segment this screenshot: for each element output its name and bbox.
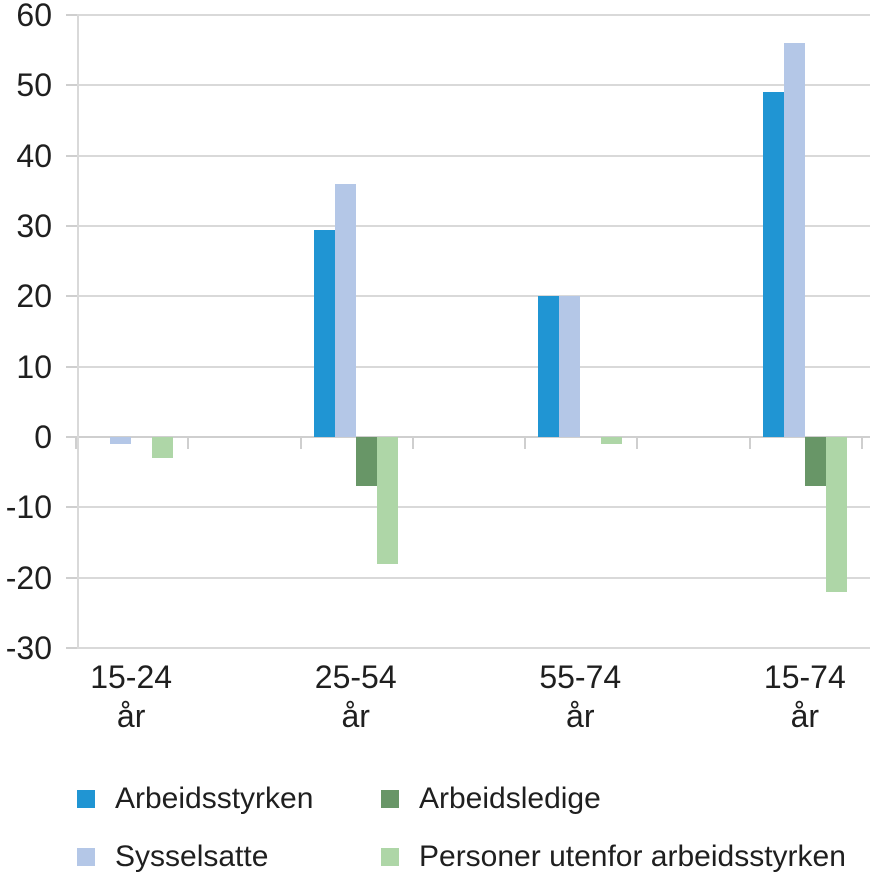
x-axis-tick (187, 437, 190, 449)
gridline (77, 154, 870, 157)
y-axis-tick-label: 0 (34, 419, 52, 455)
y-axis-tick-label: 50 (16, 67, 52, 104)
x-axis-tick (748, 437, 751, 449)
x-axis-labels: 15-24 år 25-54 år 55-74 år 15-74 år (0, 658, 876, 748)
legend: Arbeidsstyrken Arbeidsledige Sysselsatte Pe… (77, 782, 867, 874)
bar-arbeidsstyrken (313, 229, 335, 437)
y-axis-tick (66, 576, 77, 579)
y-axis-tick (66, 14, 77, 16)
y-axis-tick-label: 40 (16, 137, 52, 174)
legend-label: Arbeidsledige (419, 782, 601, 815)
x-axis-tick (75, 437, 77, 449)
y-axis-tick (66, 225, 77, 227)
bar-sysselsatte (110, 437, 132, 445)
y-axis-line (77, 15, 79, 648)
bar-sysselsatte (559, 296, 581, 437)
plot-area (66, 14, 870, 649)
y-axis-tick (66, 295, 77, 298)
legend-item-arbeidsledige: Arbeidsledige (381, 782, 867, 816)
x-axis-tick (524, 437, 527, 449)
legend-label: Personer utenfor arbeidsstyrken (419, 840, 846, 873)
y-axis-tick-label: 30 (16, 208, 52, 244)
y-axis-tick (66, 506, 77, 509)
x-axis-tick (411, 437, 414, 449)
gridline (77, 365, 870, 368)
legend-swatch-arbeidsstyrken (77, 790, 95, 808)
legend-item-sysselsatte: Sysselsatte (77, 840, 381, 874)
x-axis-tick (860, 437, 863, 449)
y-axis-tick (66, 436, 77, 438)
bar-sysselsatte (783, 43, 805, 437)
bar-arbeidsstyrken (762, 92, 784, 437)
x-axis-tick (636, 437, 639, 449)
x-axis-category-label: 55-74 år (539, 659, 622, 734)
y-axis-tick-label: -20 (5, 559, 52, 596)
bar-personer-utenfor-arbeidsstyrken (152, 437, 174, 459)
legend-swatch-sysselsatte (77, 848, 95, 866)
y-axis-tick-label: 20 (16, 278, 52, 315)
x-axis-category-label: 15-24 år (90, 659, 173, 734)
y-axis-tick (66, 365, 77, 368)
gridline (77, 506, 870, 509)
gridline (77, 295, 870, 298)
bar-arbeidsstyrken (538, 296, 560, 437)
bar-personer-utenfor-arbeidsstyrken (601, 437, 623, 445)
legend-label: Arbeidsstyrken (115, 782, 314, 815)
gridline (77, 84, 870, 87)
legend-swatch-arbeidsledige (381, 790, 399, 808)
zero-gridline (77, 436, 870, 438)
y-axis-tick-label: 10 (16, 348, 52, 385)
x-axis-category-label: 15-74 år (763, 659, 846, 734)
bar-personer-utenfor-arbeidsstyrken (376, 437, 398, 564)
x-axis-category-label: 25-54 år (314, 659, 397, 734)
y-axis-tick (66, 84, 77, 87)
gridline (77, 225, 870, 227)
bar-personer-utenfor-arbeidsstyrken (825, 437, 847, 592)
y-axis-tick-label: -10 (5, 489, 52, 526)
bar-sysselsatte (334, 183, 356, 437)
legend-item-arbeidsstyrken: Arbeidsstyrken (77, 782, 381, 816)
y-axis-tick-label: 60 (16, 0, 52, 33)
gridline (77, 14, 870, 16)
y-axis-tick (66, 647, 77, 649)
gridline (77, 576, 870, 579)
bar-arbeidsledige (355, 437, 377, 487)
legend-label: Sysselsatte (115, 840, 269, 873)
legend-swatch-personer-utenfor-arbeidsstyrken (381, 848, 399, 866)
gridline (77, 647, 870, 649)
bar-arbeidsledige (804, 437, 826, 487)
x-axis-tick (299, 437, 302, 449)
legend-item-personer-utenfor-arbeidsstyrken: Personer utenfor arbeidsstyrken (381, 840, 867, 874)
y-axis-tick-label: -30 (5, 630, 52, 666)
y-axis-tick (66, 154, 77, 157)
